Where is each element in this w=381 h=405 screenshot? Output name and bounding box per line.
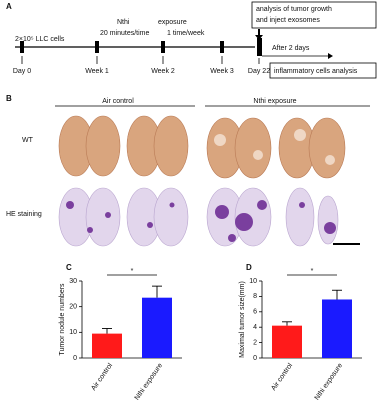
nodule [253, 150, 263, 160]
he-spots [66, 200, 336, 242]
marker [257, 38, 262, 56]
y-tick-label: 8 [253, 293, 257, 300]
lobe [85, 187, 121, 247]
exposure-text: exposure [158, 19, 187, 26]
y-tick-label: 6 [253, 309, 257, 316]
x-tick-label: Air control [270, 362, 294, 392]
arrow-head [255, 35, 263, 40]
y-tick-label: 4 [253, 324, 257, 331]
lobe [85, 115, 121, 177]
bar [142, 297, 172, 358]
nodule [214, 134, 226, 146]
spot [228, 234, 236, 242]
y-axis-label: Maximal tumor size(mm) [239, 281, 246, 358]
lung-he [58, 187, 339, 247]
y-axis-label: Tumor nodule numbers [59, 283, 66, 356]
row-label: WT [22, 137, 34, 144]
timepoint: Week 1 [85, 68, 109, 75]
y-tick-label: 30 [69, 278, 77, 285]
panel-label: A [6, 2, 12, 11]
analysis-box [251, 1, 377, 29]
x-tick-label: Air control [90, 362, 114, 392]
spot [215, 205, 229, 219]
lung-photos [55, 108, 371, 247]
spot [105, 212, 111, 218]
spot [299, 202, 305, 208]
inflammatory-box [269, 62, 377, 79]
panel-label: D [246, 263, 252, 272]
significance: * [311, 268, 314, 275]
spot [324, 222, 336, 234]
inflammatory-text: inflammatory cells analysis [274, 68, 358, 75]
timepoint: Day 22 [248, 68, 270, 75]
spot [235, 213, 253, 231]
y-tick-label: 10 [69, 329, 77, 336]
lobe [285, 187, 315, 247]
group-label: Nthi exposure [253, 98, 296, 105]
bar [322, 299, 352, 358]
spot [169, 202, 175, 208]
nthi-text: Nthi [117, 19, 130, 26]
nodules [214, 129, 335, 165]
y-tick-label: 20 [69, 304, 77, 311]
analysis-text: analysis of tumor growth [256, 6, 332, 13]
lung-wt [58, 115, 346, 179]
panel-label: C [66, 263, 72, 272]
schedule-text: 20 minutes/time [100, 30, 150, 37]
marker [20, 41, 24, 53]
group-label: Air control [102, 98, 134, 105]
lobe [317, 195, 339, 245]
nodule [325, 155, 335, 165]
after-text: After 2 days [272, 45, 310, 52]
nodule [294, 129, 306, 141]
y-tick-label: 10 [249, 278, 257, 285]
marker [161, 41, 165, 53]
spot [257, 200, 267, 210]
lobe [308, 117, 346, 179]
timepoint: Week 2 [151, 68, 175, 75]
x-tick-label: Nthi exposure [314, 362, 345, 400]
y-tick-label: 0 [73, 355, 77, 362]
spot [87, 227, 93, 233]
spot [147, 222, 153, 228]
bar [272, 325, 302, 358]
schedule-text: 1 time/week [167, 30, 205, 37]
timepoint: Week 3 [210, 68, 234, 75]
x-tick-label: Nthi exposure [134, 362, 165, 400]
lobe [153, 115, 189, 177]
analysis-text: and inject exosomes [256, 17, 320, 24]
tick-arrows [21, 56, 260, 64]
panel-label: B [6, 94, 12, 103]
y-tick-label: 2 [253, 339, 257, 346]
y-tick-label: 0 [253, 355, 257, 362]
lobe [234, 117, 272, 179]
timeline-markers [20, 38, 262, 56]
arrow-head [328, 53, 333, 59]
marker [95, 41, 99, 53]
timepoint: Day 0 [13, 68, 31, 75]
row-label: HE staining [6, 211, 42, 218]
spot [66, 201, 74, 209]
lobe [153, 187, 189, 247]
cells-text: 2×10⁵ LLC cells [15, 36, 65, 43]
marker [220, 41, 224, 53]
bar [92, 333, 122, 358]
significance: * [131, 268, 134, 275]
